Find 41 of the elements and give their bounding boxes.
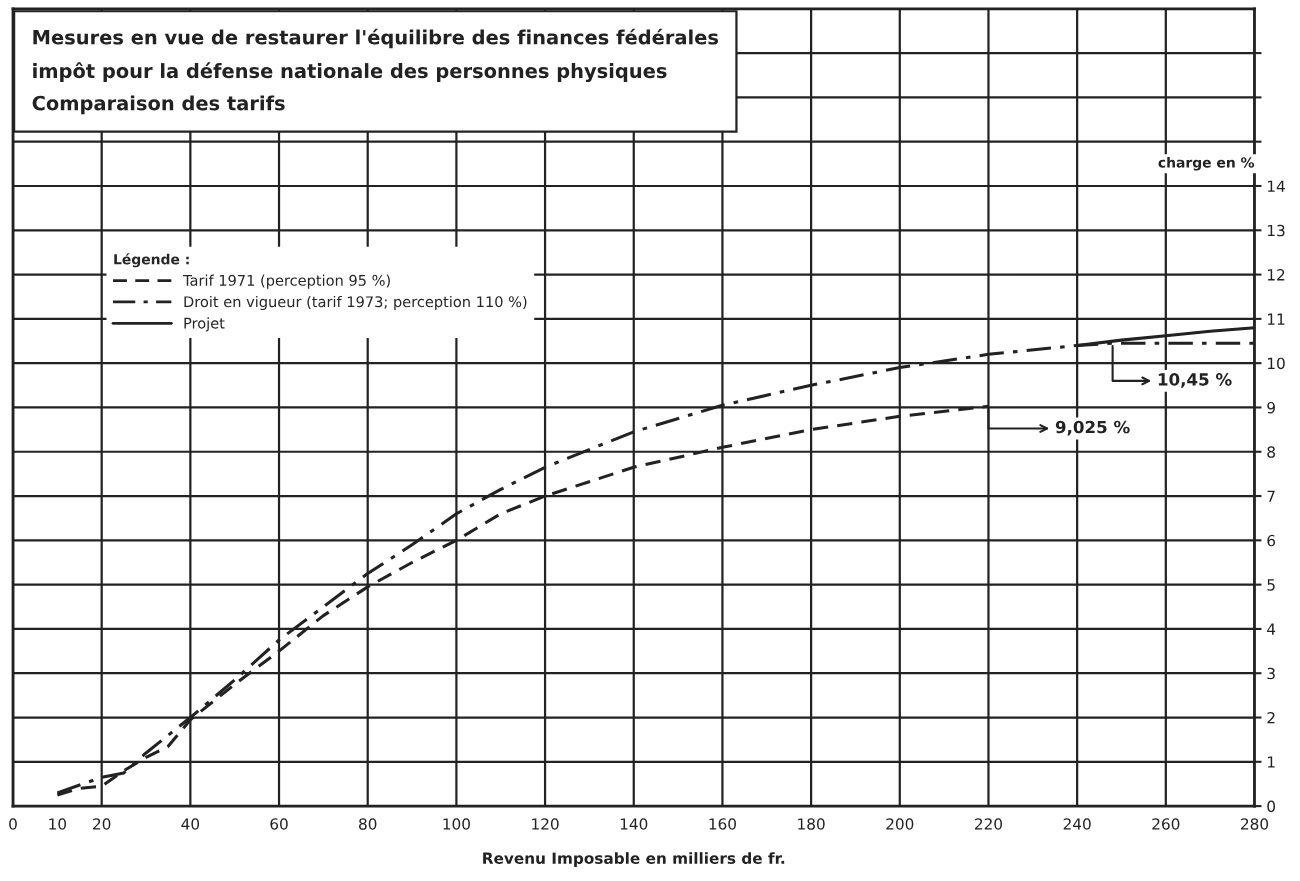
x-tick-label: 120 (532, 818, 559, 830)
y-tick-label: 3 (1267, 667, 1275, 680)
legend-label: Tarif 1971 (perception 95 %) (182, 274, 390, 289)
y-tick-label: 1 (1267, 756, 1275, 768)
x-tick-label: 60 (270, 818, 288, 830)
x-tick-label: 240 (1063, 818, 1091, 830)
y-tick-label: 7 (1267, 490, 1275, 502)
y-tick-label: 5 (1267, 579, 1275, 591)
annotation: 9,025 % (1055, 420, 1130, 436)
x-tick-label: 80 (359, 818, 377, 830)
y-tick-label: 14 (1267, 180, 1285, 192)
y-tick-label: 10 (1267, 357, 1285, 370)
x-tick-label: 160 (709, 818, 736, 830)
x-tick-label: 40 (181, 818, 200, 830)
text: Mesures en vue de restaurer l'équilibre des finances fédérales (33, 28, 719, 49)
y-tick-label: 9 (1267, 401, 1275, 414)
x-tick-label: 20 (93, 818, 111, 830)
x-tick-label: 140 (620, 818, 648, 830)
y-tick-label: 0 (1267, 800, 1276, 813)
y-tick-label: 12 (1267, 269, 1285, 281)
legend-label: Droit en vigueur (tarif 1973; perception 110 %) (184, 295, 527, 311)
y-tick-label: 13 (1267, 224, 1285, 237)
text: impôt pour la défense nationale des personnes physiques Comparaison des tarifs (32, 62, 667, 115)
legend-title: Légende : (114, 253, 189, 268)
y-axis-title: charge en % (1158, 156, 1255, 171)
x-tick-label: 0 (9, 818, 17, 830)
y-tick-label: 4 (1267, 623, 1276, 635)
x-tick-label: 200 (886, 818, 914, 830)
y-tick-label: 11 (1267, 313, 1285, 325)
legend-label: Projet (184, 317, 225, 332)
annotation: 10,45 % (1158, 373, 1232, 388)
x-tick-label: 220 (975, 818, 1003, 830)
y-tick-label: 6 (1267, 534, 1276, 547)
x-tick-label: 180 (798, 818, 825, 830)
x-tick-label: 280 (1241, 818, 1269, 830)
x-tick-label: 100 (443, 818, 470, 830)
x-tick-label: 10 (49, 818, 67, 830)
x-tick-label: 260 (1152, 818, 1180, 830)
y-tick-label: 2 (1267, 711, 1275, 724)
y-tick-label: 8 (1267, 446, 1275, 458)
x-axis-title: Revenu Imposable en milliers de fr. (483, 852, 785, 867)
